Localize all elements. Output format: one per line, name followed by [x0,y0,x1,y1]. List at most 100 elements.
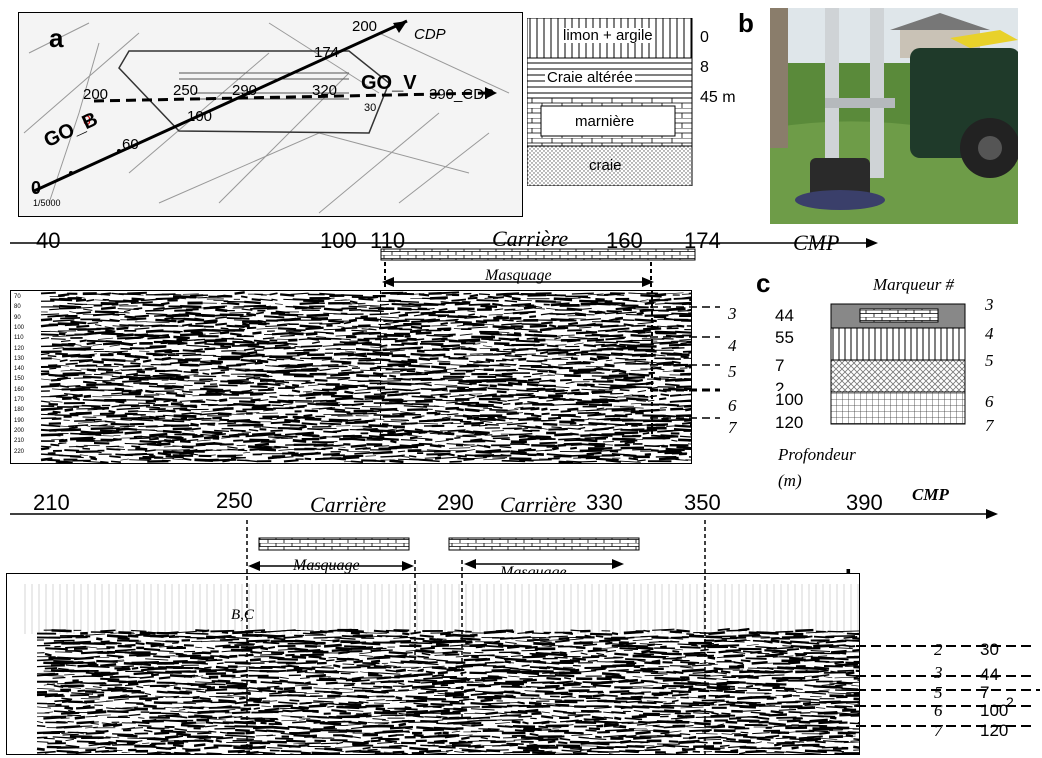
d-tick-390: 390 [846,490,883,515]
c-marker-4-id: 4 [728,336,737,355]
d-vertical-lines [246,520,706,756]
c-time-tick: 220 [14,448,25,455]
red-zero-label: 0 [83,112,91,128]
c-tick-174: 174 [684,228,721,253]
depth-axis-label-1: Profondeur [778,445,856,464]
d-marker-6-id: 6 [934,701,943,720]
layer-craie-alteree-label: Craie altérée [545,69,635,86]
d-tick-330: 330 [586,490,623,515]
panel-a-letter: a [49,23,64,53]
seismic-d-grid [24,584,859,634]
map-tick-250: 250 [173,82,199,99]
c-marker-5-id: 5 [728,362,737,381]
seismic-d-traces [24,584,859,754]
layer-marniere-label: marnière [575,113,635,130]
c-time-tick: 90 [14,314,21,321]
d-tick-210: 210 [33,490,70,515]
c-time-tick: 140 [14,366,25,373]
c-masking-label: Masquage [485,267,552,284]
d-marker-lines [856,645,1040,727]
map-tick-200-top: 200 [352,18,378,35]
c-marker-lines [380,290,720,435]
d-marker-7-depth: 120 [980,721,1009,740]
c-masking-arrow [382,262,654,302]
map-tick-290: 290 [232,82,258,99]
d-marker-3-id: 3 [934,663,943,682]
map-tick-30: 30 [364,102,377,114]
c-time-tick: 110 [14,335,24,342]
map-scale-text: 1/5000 [33,198,61,208]
panel-c-seismic [10,290,692,464]
c-quarry-bar [380,248,696,261]
d-marker-5-id: 5 [934,683,943,702]
d-masking-arrows [248,559,624,571]
cdp-label-right: 390_CDP [429,86,495,103]
map-tick-320: 320 [312,82,338,99]
d-marker-7-id: 7 [934,721,943,740]
marker-legend [830,303,968,428]
map-drawing [23,19,510,214]
legend-id-7: 7 [985,416,994,435]
panel-c-letter: c [756,268,771,298]
d-marker-extra-depth: 2 [1006,694,1014,710]
c-time-tick: 100 [14,324,25,331]
d-tick-290: 290 [437,490,474,515]
c-time-tick: 200 [14,427,25,434]
c-tick-110: 110 [370,228,406,253]
c-axis-label: CMP [793,230,840,255]
legend-id-6: 6 [985,392,994,411]
legend-title: Marqueur # [873,275,955,294]
legend-id-4: 4 [985,324,994,343]
d-bc-label: B,C [231,607,254,623]
c-quarry-label: Carrière [492,226,569,251]
c-marker-3-depth: 44 [775,306,794,325]
c-marker-3-id: 3 [728,304,737,323]
d-quarry-bars [258,537,640,551]
d-marker-3-depth: 44 [980,665,999,684]
c-time-tick: 80 [14,304,21,311]
d-tick-250: 250 [216,488,253,513]
c-marker-2-depth: 2 [775,379,785,398]
c-tick-160: 160 [606,228,643,253]
d-masking-label-1: Masquage [293,557,360,574]
d-marker-2-id: 2 [934,640,943,659]
c-time-tick: 120 [14,345,25,352]
c-tick-40: 40 [36,228,61,253]
depth-axis-label-2: (m) [778,471,802,490]
c-time-tick: 130 [14,355,25,362]
panel-a-map: a CDP 200 174 200 250 290 320 100 60 30 … [18,12,523,217]
c-time-tick: 70 [14,294,21,300]
cdp-label-top: CDP [414,26,446,43]
d-axis-label: CMP [912,485,949,504]
c-marker-7-id: 7 [728,418,737,437]
depth-8: 8 [700,59,709,76]
c-time-tick: 190 [14,417,25,424]
d-marker-2-depth: 30 [980,640,999,659]
legend-drawing [830,303,966,425]
d-marker-5-depth: 7 [980,683,990,702]
profile-v-label: GO_V [361,72,417,94]
c-time-ticks: 70 80 90 100 110 120 130 140 150 160 170 180 190 200 2… [12,294,40,459]
c-time-tick: 150 [14,376,25,383]
map-tick-174: 174 [314,44,340,61]
panel-c-axis [10,238,878,248]
d-marker-6-depth: 100 [980,701,1009,720]
panel-b-photo: b [770,8,1018,224]
panel-d-axis [10,509,998,519]
photo-drawing [770,8,1018,224]
c-time-tick: 180 [14,407,25,414]
legend-id-5: 5 [985,351,994,370]
d-tick-350: 350 [684,490,721,515]
c-marker-6-depth: 100 [775,390,804,409]
strat-column: limon + argile Craie altérée marnière cr… [526,17,697,187]
map-tick-200-left: 200 [83,86,109,103]
c-time-tick: 210 [14,438,25,445]
c-marker-4-depth: 55 [775,328,794,347]
c-time-tick: 170 [14,397,25,403]
c-marker-5-depth: 7 [775,356,785,375]
c-marker-6-id: 6 [728,396,737,415]
c-marker-7-depth: 120 [775,413,804,432]
map-tick-100: 100 [187,108,213,125]
start-zero-label: 0 [31,178,42,198]
